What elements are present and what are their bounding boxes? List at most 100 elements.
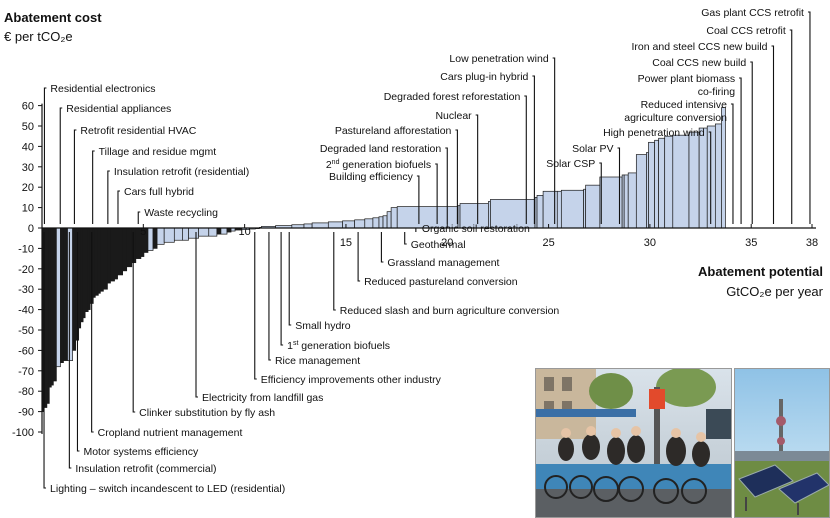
category-label-group: Insulation retrofit (residential) bbox=[107, 166, 249, 224]
y-tick-label: 60 bbox=[22, 101, 34, 113]
category-label: Residential electronics bbox=[50, 83, 155, 95]
cost-bar bbox=[698, 127, 708, 229]
category-label-group: Motor systems efficiency bbox=[76, 232, 199, 458]
y-axis-unit: € per tCO₂e bbox=[4, 29, 73, 44]
cost-bar bbox=[216, 227, 222, 235]
cost-bar bbox=[188, 227, 199, 239]
x-tick-label: 38 bbox=[806, 237, 818, 249]
y-tick-label: 10 bbox=[22, 203, 34, 215]
cost-bar bbox=[688, 131, 700, 229]
category-label: Tillage and residue mgmt bbox=[99, 146, 217, 158]
cost-bar bbox=[182, 227, 189, 241]
leader-line bbox=[524, 95, 527, 224]
cost-bar bbox=[664, 135, 674, 229]
leader-line bbox=[445, 147, 448, 224]
leader-line bbox=[730, 103, 734, 224]
category-label: agriculture conversion bbox=[624, 112, 727, 124]
category-label-group: Efficiency improvements other industry bbox=[254, 232, 442, 386]
y-tick-label: 0 bbox=[28, 223, 34, 235]
cost-bar bbox=[721, 107, 726, 229]
cost-bar bbox=[390, 207, 398, 229]
cost-bar bbox=[147, 227, 154, 251]
x-tick-label: 5 bbox=[140, 226, 146, 238]
y-tick-label: -60 bbox=[18, 345, 34, 357]
y-tick-label: 50 bbox=[22, 121, 34, 133]
y-tick-label: 30 bbox=[22, 162, 34, 174]
category-label-group: Rice management bbox=[268, 232, 360, 367]
x-axis-label: Abatement potential bbox=[698, 264, 823, 279]
cost-bar bbox=[635, 154, 647, 229]
leader-line bbox=[288, 232, 292, 326]
category-label-group: Reduced slash and burn agriculture conve… bbox=[333, 232, 560, 317]
cost-bar bbox=[658, 137, 666, 229]
cost-bar bbox=[627, 172, 637, 229]
cost-bar bbox=[52, 227, 57, 382]
category-label: Motor systems efficiency bbox=[83, 446, 199, 458]
category-label-group: Grassland management bbox=[380, 232, 500, 269]
leader-line bbox=[357, 232, 361, 282]
category-label-group: Building efficiency bbox=[329, 171, 420, 224]
category-label-group: Waste recycling bbox=[137, 207, 218, 224]
category-label: Insulation retrofit (commercial) bbox=[75, 463, 216, 475]
category-label: Retrofit residential HVAC bbox=[80, 125, 196, 137]
cost-bar bbox=[156, 227, 165, 245]
category-label: Insulation retrofit (residential) bbox=[114, 166, 249, 178]
cost-bar bbox=[126, 227, 133, 268]
leader-line bbox=[280, 232, 284, 346]
category-label-group: Retrofit residential HVAC bbox=[73, 125, 197, 224]
leader-line bbox=[807, 11, 811, 224]
y-tick-label: -50 bbox=[18, 325, 34, 337]
cost-bar bbox=[672, 134, 690, 229]
cost-bar bbox=[46, 227, 50, 404]
category-label: Building efficiency bbox=[329, 171, 414, 183]
cost-bar bbox=[226, 227, 232, 233]
category-label: Gas plant CCS retrofit bbox=[701, 7, 804, 19]
category-label-group: Small hydro bbox=[288, 232, 351, 332]
leader-line bbox=[132, 232, 136, 413]
category-label: Cropland nutrient management bbox=[98, 427, 243, 439]
category-label-group: Cars plug-in hybrid bbox=[440, 71, 535, 224]
category-label: Reduced slash and burn agriculture conve… bbox=[340, 305, 560, 317]
cost-bar bbox=[364, 218, 374, 229]
cost-bar bbox=[80, 227, 84, 323]
cost-bar bbox=[303, 223, 313, 229]
category-label: new build bbox=[369, 0, 414, 3]
category-label-group: Residential appliances bbox=[59, 103, 171, 224]
y-tick-label: -80 bbox=[18, 386, 34, 398]
category-label: Organic soil restoration bbox=[422, 223, 530, 235]
category-label: Grassland management bbox=[387, 257, 499, 269]
category-label-group: Solar CSP bbox=[546, 158, 602, 224]
category-label: Pastureland afforestation bbox=[335, 125, 452, 137]
cost-bar bbox=[131, 227, 137, 264]
category-label-group: Lighting – switch incandescent to LED (r… bbox=[43, 232, 285, 495]
category-label: Coal CCS retrofit bbox=[706, 25, 785, 37]
cost-bar bbox=[585, 184, 601, 229]
leader-line bbox=[750, 61, 753, 224]
leader-line bbox=[107, 170, 110, 224]
category-label-group: Pastureland afforestation bbox=[335, 125, 458, 224]
category-label-group: Power plant biomass bbox=[638, 73, 742, 224]
category-label-group: Solar PV bbox=[572, 143, 621, 224]
leader-line bbox=[92, 150, 95, 224]
category-label: Geothermal bbox=[411, 239, 466, 251]
cost-bar bbox=[63, 227, 68, 361]
leader-line bbox=[59, 107, 63, 224]
category-label-group: co-firing bbox=[698, 86, 736, 98]
leader-line bbox=[76, 232, 80, 452]
cost-bar bbox=[103, 227, 108, 290]
leader-line bbox=[475, 114, 479, 224]
cost-bar bbox=[117, 227, 124, 276]
category-label-group: Clinker substitution by fly ash bbox=[132, 232, 275, 419]
cost-bar bbox=[163, 227, 175, 243]
cost-bar bbox=[198, 227, 210, 237]
cost-bar bbox=[110, 227, 115, 282]
category-label: 2nd generation biofuels bbox=[326, 159, 431, 171]
leader-line bbox=[435, 163, 438, 224]
leader-line bbox=[268, 232, 271, 361]
cost-bar bbox=[208, 227, 218, 237]
leader-line bbox=[91, 232, 94, 433]
category-label: Iron and steel CCS new build bbox=[632, 41, 768, 53]
cost-bar bbox=[342, 220, 356, 229]
category-label: Coal CCS new build bbox=[652, 57, 746, 69]
